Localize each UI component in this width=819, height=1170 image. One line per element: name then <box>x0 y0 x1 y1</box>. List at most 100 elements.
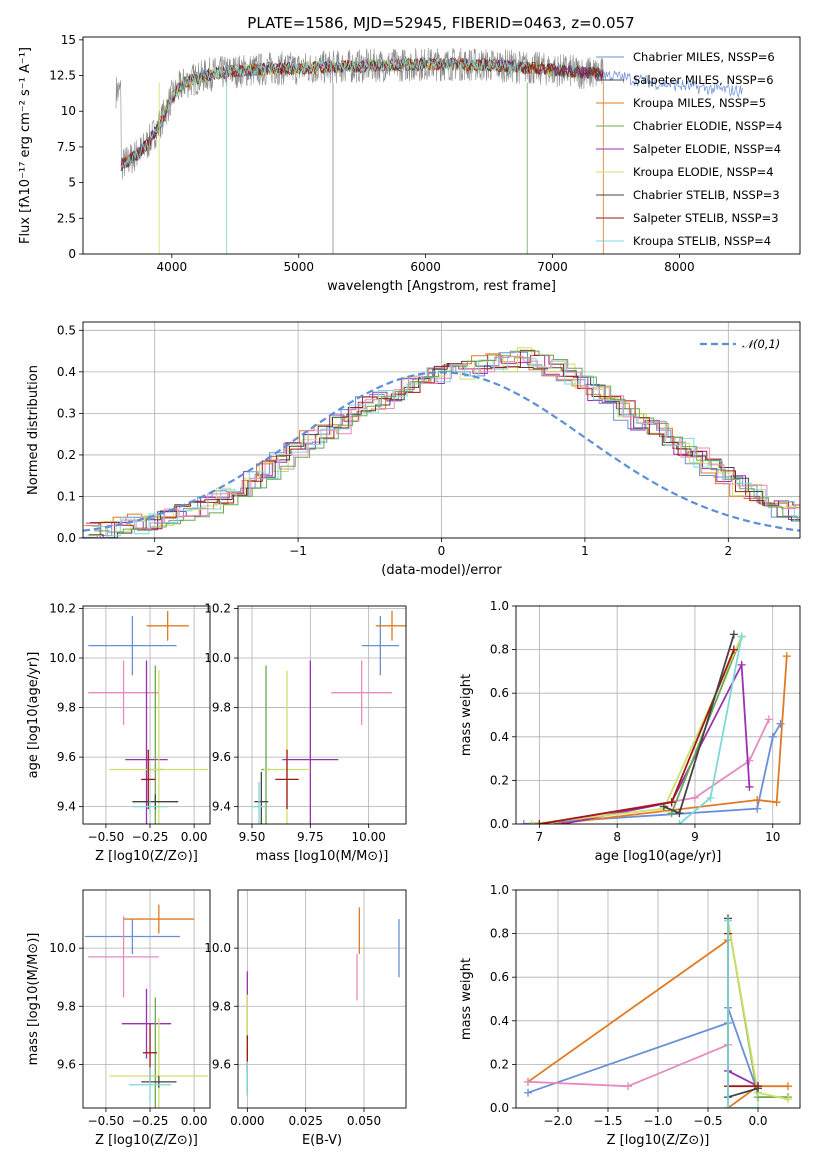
plot-area <box>84 904 209 1108</box>
plus-marker <box>745 782 754 791</box>
legend-label: Salpeter MILES, NSSP=6 <box>633 73 774 87</box>
y-tick-label: 0.8 <box>490 643 509 657</box>
chart-weight-vs-Z: −2.0 −1.5 −1.0 −0.5 0.0 0.0 0.2 0.4 0.6 0.8 1.0 Z [… <box>459 883 801 1148</box>
y-tick-label: 0.3 <box>57 406 76 420</box>
y-tick-label: 10.0 <box>49 651 76 665</box>
model-spectrum-line <box>120 57 528 168</box>
x-axis-label: E(B-V) <box>302 1133 342 1148</box>
y-tick-label: 0.1 <box>57 489 76 503</box>
legend-label: Chabrier STELIB, NSSP=3 <box>633 188 780 202</box>
figure-title: PLATE=1586, MJD=52945, FIBERID=0463, z=0… <box>247 14 634 32</box>
plus-marker <box>768 732 777 741</box>
plus-marker <box>706 793 715 802</box>
y-tick-label: 10.2 <box>49 601 76 615</box>
plus-marker <box>667 798 676 807</box>
legend-label: Chabrier MILES, NSSP=6 <box>633 50 775 64</box>
plus-marker <box>558 820 567 824</box>
y-tick-label: 7.5 <box>57 140 76 154</box>
plot-area <box>524 914 792 1108</box>
x-tick-label: 0.0 <box>748 1114 767 1128</box>
plus-marker <box>754 1104 762 1108</box>
weight-series <box>527 632 746 824</box>
weight-series <box>558 660 754 824</box>
x-tick-label: −0.50 <box>88 1114 125 1128</box>
y-axis-label: mass weight <box>459 958 474 1040</box>
x-tick-label: 1 <box>581 544 589 558</box>
y-tick-label: 9.4 <box>57 800 76 814</box>
plus-marker <box>675 809 684 818</box>
error-bar-point <box>141 1076 177 1088</box>
histogram-step <box>87 347 800 536</box>
error-bar-point <box>146 610 189 641</box>
error-bar-point <box>331 660 392 725</box>
plus-marker <box>737 632 746 641</box>
histogram-step <box>84 353 800 527</box>
y-axis-label: Normed distribution <box>26 365 41 495</box>
error-bar-point <box>375 610 406 641</box>
plus-marker <box>776 719 785 728</box>
error-bar-point <box>141 749 156 810</box>
x-tick-label: −2.0 <box>543 1114 572 1128</box>
chart-age-vs-Z: −0.50 −0.25 0.00 9.4 9.6 9.8 10.0 10.2 Z [log10(… <box>26 601 211 864</box>
plus-marker <box>675 820 684 824</box>
chart-age-vs-mass: 9.50 9.75 10.00 9.4 9.6 9.8 10.0 10.2 mass [log1… <box>204 601 407 864</box>
chart-mass-vs-Z: −0.50 −0.25 0.00 9.6 9.8 10.0 Z [log10(Z/Z⊙)] m… <box>26 889 211 1148</box>
plus-marker <box>729 645 738 654</box>
x-tick-label: −1.0 <box>643 1114 672 1128</box>
x-axis-label: age [log10(age/yr)] <box>595 849 722 864</box>
y-tick-label: 0.2 <box>57 448 76 462</box>
legend-label: Chabrier ELODIE, NSSP=4 <box>633 119 782 133</box>
y-tick-label: 10.0 <box>204 941 231 955</box>
weight-series <box>724 916 762 1108</box>
y-tick-label: 9.6 <box>57 750 76 764</box>
legend-label: Salpeter ELODIE, NSSP=4 <box>633 142 781 156</box>
error-bar-point <box>84 919 181 954</box>
x-tick-label: 9.50 <box>239 830 266 844</box>
weight-line <box>523 723 782 824</box>
axes-frame <box>82 36 801 255</box>
x-tick-label: 10.00 <box>351 830 385 844</box>
plus-marker <box>737 660 746 669</box>
error-bar-point <box>109 670 209 824</box>
weight-series <box>535 715 773 824</box>
error-bar-point <box>252 781 266 824</box>
plot-area <box>246 907 400 1097</box>
error-bar-point <box>121 988 172 1059</box>
y-tick-label: 0.5 <box>57 323 76 337</box>
plus-marker <box>659 802 668 811</box>
y-axis-label: Flux [fλ10⁻¹⁷ erg cm⁻² s⁻¹ A⁻¹] <box>18 47 33 244</box>
x-axis-label: (data-model)/error <box>381 563 502 578</box>
x-tick-label: 7000 <box>537 260 568 274</box>
axes-frame <box>82 605 211 825</box>
legend-label: Kroupa MILES, NSSP=5 <box>633 96 766 110</box>
x-tick-label: 0.025 <box>288 1114 322 1128</box>
plus-marker <box>724 1104 732 1108</box>
y-tick-label: 0.0 <box>490 1101 509 1115</box>
plus-marker <box>527 820 536 824</box>
y-tick-label: 9.8 <box>212 701 231 715</box>
y-tick-label: 12.5 <box>49 69 76 83</box>
y-tick-label: 10.0 <box>49 941 76 955</box>
y-tick-label: 9.8 <box>212 999 231 1013</box>
weight-line <box>727 920 758 1108</box>
y-axis-label: mass [log10(M/M⊙)] <box>26 933 41 1066</box>
x-tick-label: 0 <box>438 544 446 558</box>
x-tick-label: 0.00 <box>181 1114 208 1128</box>
legend-label: Salpeter STELIB, NSSP=3 <box>633 211 779 225</box>
x-tick-label: −0.5 <box>693 1114 722 1128</box>
y-tick-label: 2.5 <box>57 211 76 225</box>
y-tick-label: 9.4 <box>212 800 231 814</box>
x-tick-label: −1 <box>289 544 307 558</box>
plus-marker <box>772 798 781 807</box>
y-tick-label: 9.8 <box>57 701 76 715</box>
error-bar-point <box>128 1067 172 1103</box>
plot-area <box>115 47 743 254</box>
histogram-step <box>88 360 800 538</box>
error-bar-point <box>275 749 299 810</box>
axes-frame <box>237 605 407 825</box>
weight-series <box>524 1040 732 1108</box>
y-tick-label: 9.6 <box>212 750 231 764</box>
plus-marker <box>745 756 754 765</box>
error-bar-point <box>88 615 177 676</box>
y-tick-label: 9.8 <box>57 999 76 1013</box>
